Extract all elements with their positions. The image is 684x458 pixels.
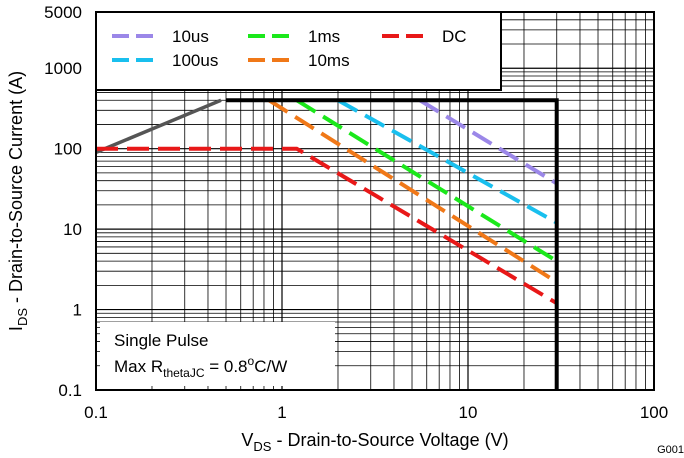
y-axis-label: IDS - Drain-to-Source Current (A) — [6, 71, 30, 331]
tick-labels: 0.1 1 10 100 0.1 1 10 100 1000 5000 — [44, 3, 668, 422]
annotation: Single Pulse Max RthetaJC = 0.8oC/W — [100, 322, 335, 386]
x-axis-label-sub: DS — [253, 439, 271, 454]
x-axis-label: VDS - Drain-to-Source Voltage (V) — [241, 430, 508, 454]
y-axis-label-rest: - Drain-to-Source Current (A) — [6, 71, 26, 308]
y-tick-label: 10 — [63, 220, 82, 239]
x-tick-label: 1 — [277, 403, 286, 422]
y-axis-label-sub: DS — [15, 308, 30, 326]
y-tick-label: 0.1 — [58, 381, 82, 400]
rdson-limit-line — [95, 98, 222, 155]
x-axis-label-rest: - Drain-to-Source Voltage (V) — [271, 430, 508, 450]
legend-box — [95, 11, 502, 91]
soa-boundary-line — [226, 98, 559, 390]
y-axis-label-main: I — [6, 326, 26, 331]
series-line-1ms — [295, 98, 558, 263]
series-line-100us — [337, 98, 558, 225]
legend-label-10us: 10us — [172, 27, 209, 46]
figure-code: G001 — [657, 444, 684, 456]
annotation-line2-suffix: = 0.8 — [204, 357, 247, 376]
annotation-line2-unit: C/W — [254, 357, 287, 376]
y-tick-label: 1000 — [44, 59, 82, 78]
x-tick-label: 100 — [640, 403, 668, 422]
y-tick-label: 1 — [73, 301, 82, 320]
y-tick-label: 100 — [54, 140, 82, 159]
legend-label-100us: 100us — [172, 51, 218, 70]
x-axis-label-main: V — [241, 430, 253, 450]
series-line-10us — [418, 98, 558, 186]
annotation-line1: Single Pulse — [114, 331, 209, 350]
annotation-line2-prefix: Max R — [114, 357, 163, 376]
annotation-line2: Max RthetaJC = 0.8oC/W — [114, 354, 287, 380]
annotation-line2-sub: thetaJC — [163, 366, 205, 380]
series-curves — [95, 98, 559, 390]
legend-label-1ms: 1ms — [308, 27, 340, 46]
x-tick-label: 10 — [459, 403, 478, 422]
y-tick-label: 5000 — [44, 3, 82, 22]
annotation-box — [100, 322, 335, 386]
x-tick-label: 0.1 — [84, 403, 108, 422]
series-line-10ms — [267, 98, 558, 284]
annotation-line2-sup: o — [248, 354, 255, 368]
legend: 10us 100us 1ms 10ms DC — [95, 11, 502, 91]
legend-items: 10us 100us 1ms 10ms DC — [112, 27, 467, 70]
series-line-DC — [96, 146, 558, 305]
legend-label-10ms: 10ms — [308, 51, 350, 70]
legend-label-DC: DC — [442, 27, 467, 46]
